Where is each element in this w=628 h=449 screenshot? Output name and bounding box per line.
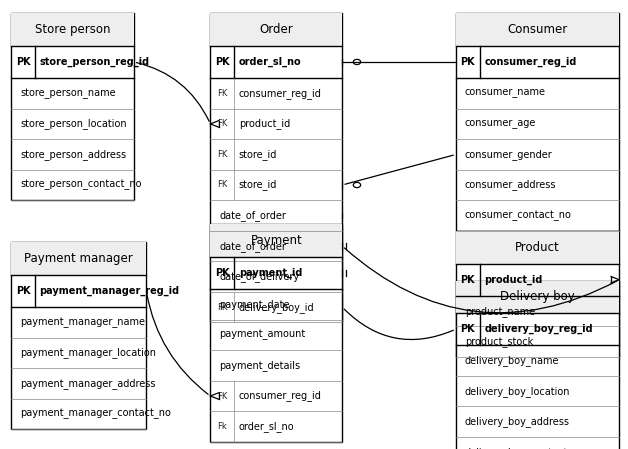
Bar: [210, 13, 342, 46]
Bar: [456, 281, 619, 449]
Text: FK: FK: [217, 392, 227, 401]
Text: consumer_name: consumer_name: [465, 88, 546, 98]
Bar: [456, 281, 619, 313]
Bar: [210, 13, 342, 322]
Text: PK: PK: [460, 324, 475, 334]
Bar: [210, 224, 342, 257]
Text: payment_amount: payment_amount: [219, 330, 305, 340]
Text: Payment: Payment: [251, 234, 302, 247]
Text: store_person_contact_no: store_person_contact_no: [20, 180, 141, 190]
Bar: [456, 231, 619, 264]
Text: store_person_name: store_person_name: [20, 88, 116, 99]
Bar: [11, 13, 134, 46]
Text: payment_id: payment_id: [239, 268, 302, 278]
Text: FK: FK: [217, 119, 227, 128]
Text: date_of_order: date_of_order: [219, 210, 286, 221]
Text: store_id: store_id: [239, 180, 277, 190]
Text: Store person: Store person: [35, 23, 111, 36]
Text: PK: PK: [460, 275, 475, 285]
Text: payment_details: payment_details: [219, 360, 300, 371]
Text: product_stock: product_stock: [465, 336, 533, 347]
Text: payment_manager_name: payment_manager_name: [20, 317, 145, 328]
Bar: [456, 13, 619, 231]
Text: Delivery boy: Delivery boy: [500, 291, 575, 303]
Text: store_person_reg_id: store_person_reg_id: [40, 57, 149, 67]
Text: order_sl_no: order_sl_no: [239, 57, 301, 67]
Bar: [11, 242, 146, 275]
Text: Consumer: Consumer: [507, 23, 568, 36]
Text: store_person_address: store_person_address: [20, 149, 126, 160]
Text: PK: PK: [460, 57, 475, 67]
Text: consumer_gender: consumer_gender: [465, 149, 553, 160]
Text: PK: PK: [215, 57, 230, 67]
Text: product_name: product_name: [465, 306, 535, 317]
Bar: [11, 13, 134, 200]
Text: Fk: Fk: [217, 422, 227, 431]
Text: Product: Product: [515, 241, 560, 254]
Text: payment_manager_address: payment_manager_address: [20, 378, 156, 389]
Text: PK: PK: [16, 57, 31, 67]
Text: consumer_address: consumer_address: [465, 180, 556, 190]
Text: consumer_reg_id: consumer_reg_id: [239, 88, 322, 99]
Text: delivery_boy_reg_id: delivery_boy_reg_id: [484, 324, 593, 334]
Text: date_of_order: date_of_order: [219, 241, 286, 251]
Text: FK: FK: [217, 89, 227, 98]
Text: consumer_contact_no: consumer_contact_no: [465, 210, 571, 221]
Text: delivery_boy_contact_no: delivery_boy_contact_no: [465, 447, 585, 449]
Text: FK: FK: [217, 303, 227, 312]
Text: product_id: product_id: [484, 275, 543, 285]
Text: payment_manager_reg_id: payment_manager_reg_id: [40, 286, 180, 296]
Text: FK: FK: [217, 180, 227, 189]
Bar: [210, 224, 342, 442]
Text: consumer_age: consumer_age: [465, 119, 536, 129]
Text: payment_manager_contact_no: payment_manager_contact_no: [20, 409, 171, 419]
Text: product_id: product_id: [239, 119, 290, 129]
Text: date_of_delivery: date_of_delivery: [219, 271, 300, 282]
Text: delivery_boy_location: delivery_boy_location: [465, 386, 570, 396]
Text: PK: PK: [16, 286, 31, 296]
Text: consumer_reg_id: consumer_reg_id: [239, 391, 322, 401]
Text: payment_date: payment_date: [219, 299, 290, 310]
Text: PK: PK: [215, 268, 230, 278]
Text: delivery_boy_id: delivery_boy_id: [239, 302, 314, 313]
Bar: [456, 231, 619, 357]
Text: delivery_boy_name: delivery_boy_name: [465, 355, 559, 366]
Text: consumer_reg_id: consumer_reg_id: [484, 57, 577, 67]
Text: Order: Order: [259, 23, 293, 36]
Text: store_person_location: store_person_location: [20, 119, 127, 129]
Text: Payment manager: Payment manager: [24, 252, 133, 265]
Text: store_id: store_id: [239, 149, 277, 160]
Text: order_sl_no: order_sl_no: [239, 421, 295, 432]
Text: delivery_boy_address: delivery_boy_address: [465, 416, 570, 427]
Bar: [456, 13, 619, 46]
Bar: [11, 242, 146, 429]
Text: FK: FK: [217, 150, 227, 159]
Text: payment_manager_location: payment_manager_location: [20, 348, 156, 358]
